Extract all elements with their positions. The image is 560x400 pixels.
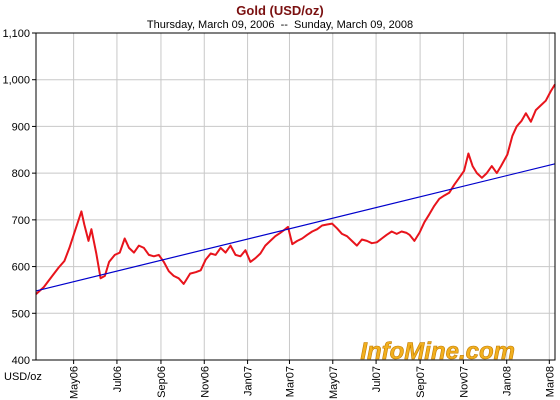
y-tick-label: 800 [12,168,30,180]
x-axis-ticks: May06 Jul06 Sep06 Nov06 Jan07 Mar07 May07 Jul07… [69,360,556,399]
x-tick-label: Mar07 [284,366,296,397]
y-tick-label: 1,000 [2,75,30,87]
grid [36,32,555,361]
y-tick-label: 900 [12,121,30,133]
x-tick-label: Jan08 [502,366,514,396]
watermark-text: InfoMine.com [360,338,515,365]
chart-title: Gold (USD/oz) [236,3,323,18]
x-tick-label: Sep07 [415,366,427,398]
y-tick-label: 600 [12,262,30,274]
y-tick-label: 1,100 [2,28,30,40]
trend-line [35,163,556,292]
y-axis-unit-label: USD/oz [4,371,42,383]
x-tick-label: May06 [69,366,81,399]
y-tick-label: 500 [12,308,30,320]
y-tick-label: 400 [12,355,30,367]
x-tick-label: May07 [328,366,340,399]
gold-price-series-line [35,83,556,295]
chart-subtitle: Thursday, March 09, 2006 -- Sunday, Marc… [147,19,413,31]
series-layer [35,83,556,295]
x-tick-label: Mar08 [544,366,556,397]
x-tick-label: Nov07 [458,366,470,398]
plot-frame [35,32,556,361]
x-tick-label: Jul06 [112,366,124,392]
x-tick-label: Jul07 [371,366,383,392]
y-tick-label: 700 [12,215,30,227]
x-tick-label: Nov06 [199,366,211,398]
x-tick-label: Sep06 [156,366,168,398]
watermark-logo: InfoMine.com [360,338,515,366]
y-axis-ticks: 400 500 600 700 800 900 1,000 1,100 [2,28,36,367]
x-tick-label: Jan07 [243,366,255,396]
